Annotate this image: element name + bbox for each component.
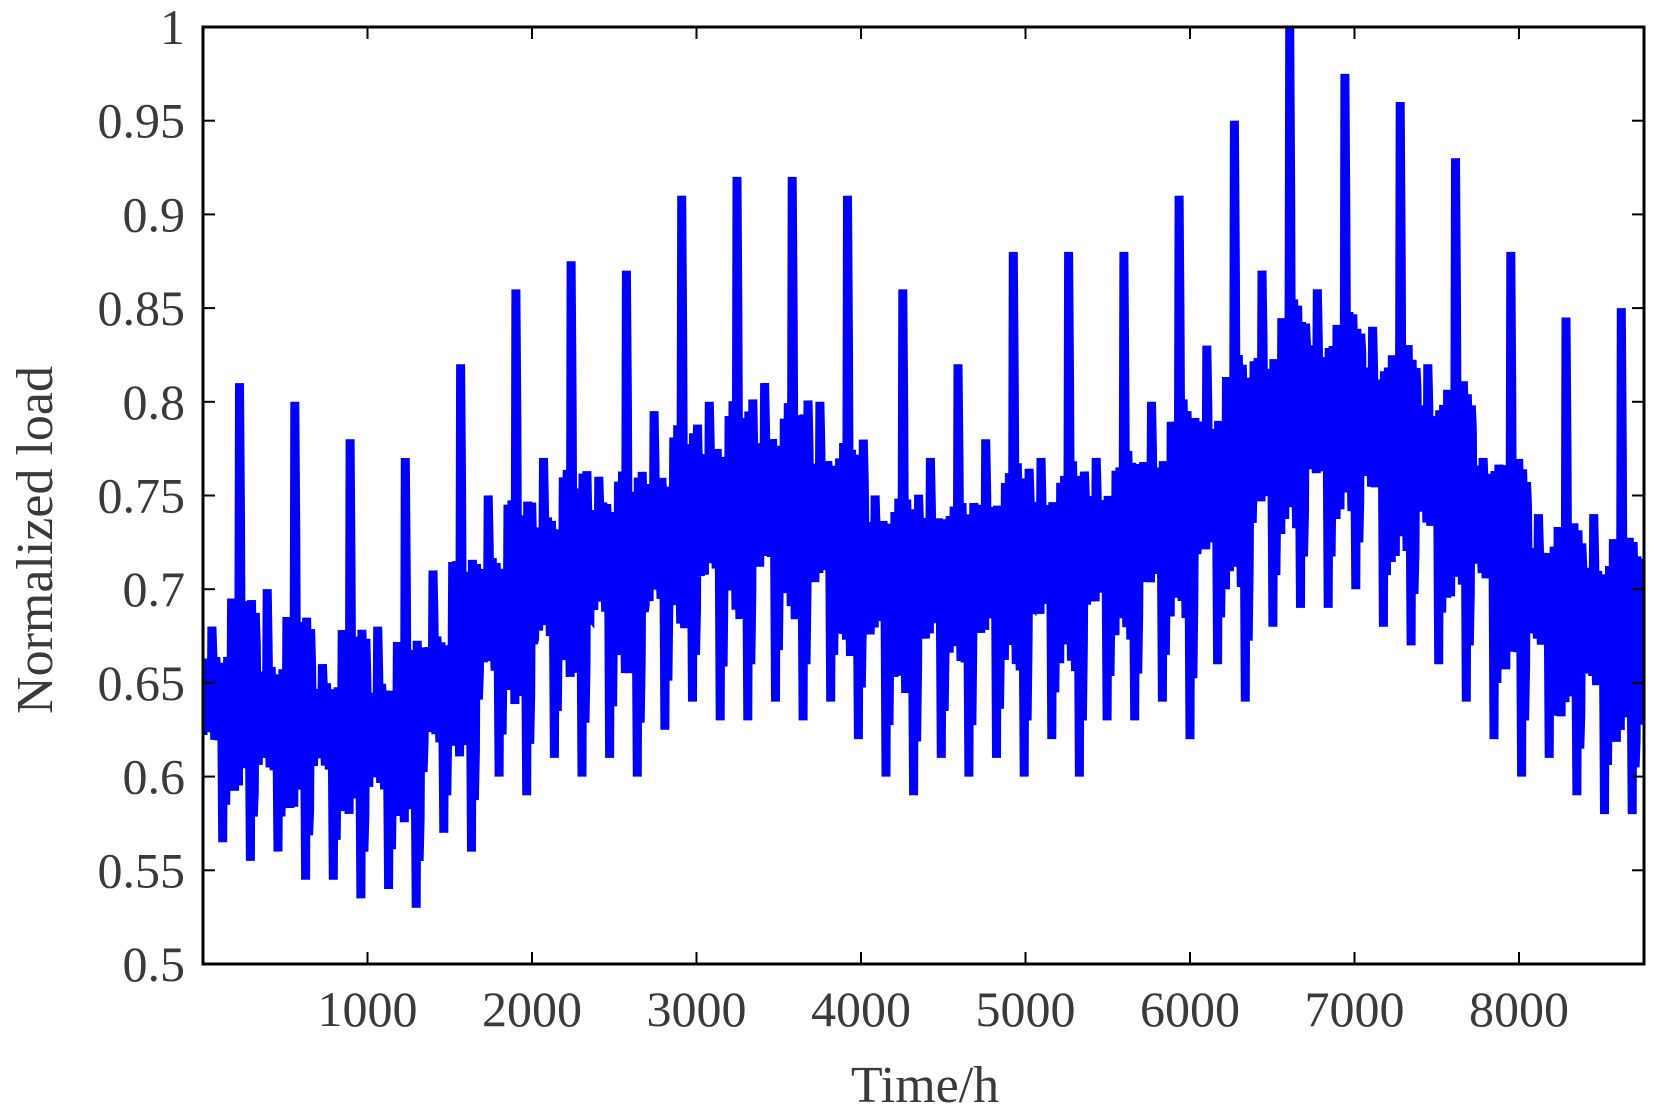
x-tick-label: 1000 bbox=[317, 981, 417, 1037]
x-axis-ticks: 1000 2000 3000 4000 5000 6000 7000 8000 bbox=[317, 27, 1569, 1037]
y-tick-label: 0.8 bbox=[123, 374, 186, 430]
x-axis-title: Time/h bbox=[851, 1057, 999, 1111]
y-tick-label: 0.6 bbox=[123, 749, 186, 805]
y-tick-label: 1 bbox=[160, 0, 185, 55]
x-tick-label: 6000 bbox=[1140, 981, 1240, 1037]
y-tick-label: 0.65 bbox=[98, 655, 186, 711]
x-tick-label: 4000 bbox=[811, 981, 911, 1037]
y-tick-label: 0.9 bbox=[123, 186, 186, 242]
y-axis-title: Normalized load bbox=[7, 366, 64, 714]
load-series-line bbox=[203, 27, 1644, 908]
x-tick-label: 7000 bbox=[1304, 981, 1404, 1037]
y-tick-label: 0.95 bbox=[98, 93, 186, 149]
y-tick-label: 0.55 bbox=[98, 842, 186, 898]
load-series bbox=[203, 27, 1644, 908]
x-tick-label: 3000 bbox=[646, 981, 746, 1037]
x-tick-label: 2000 bbox=[482, 981, 582, 1037]
y-axis-ticks: 0.5 0.55 0.6 0.65 0.7 0.75 0.8 0.85 0.9 0.95 1 bbox=[98, 0, 1644, 992]
y-tick-label: 0.85 bbox=[98, 280, 186, 336]
y-tick-label: 0.5 bbox=[123, 936, 186, 992]
x-tick-label: 5000 bbox=[975, 981, 1075, 1037]
x-tick-label: 8000 bbox=[1469, 981, 1569, 1037]
y-tick-label: 0.75 bbox=[98, 468, 186, 524]
y-tick-label: 0.7 bbox=[123, 561, 186, 617]
